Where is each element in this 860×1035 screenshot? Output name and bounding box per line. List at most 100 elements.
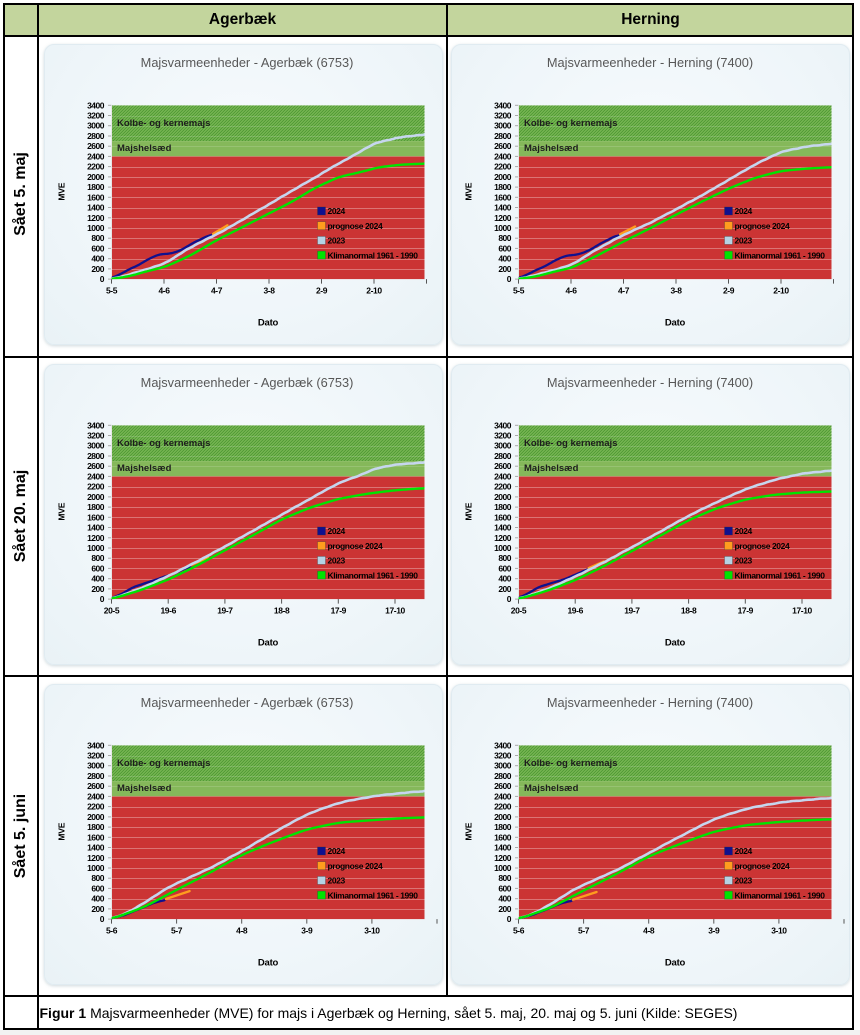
svg-text:2000: 2000 xyxy=(87,172,105,182)
svg-text:3200: 3200 xyxy=(494,111,512,121)
svg-text:1400: 1400 xyxy=(87,203,105,213)
svg-text:2024: 2024 xyxy=(328,846,346,856)
svg-text:1800: 1800 xyxy=(494,822,512,832)
svg-text:Majshelsæd: Majshelsæd xyxy=(524,783,579,794)
svg-text:1000: 1000 xyxy=(87,863,105,873)
svg-text:Klimanormal 1961 - 1990: Klimanormal 1961 - 1990 xyxy=(328,890,419,900)
svg-text:2023: 2023 xyxy=(735,876,753,886)
svg-text:4-8: 4-8 xyxy=(236,926,248,936)
svg-text:1600: 1600 xyxy=(87,832,105,842)
svg-text:2200: 2200 xyxy=(494,162,512,172)
svg-text:prognose 2024: prognose 2024 xyxy=(328,221,383,231)
svg-text:3200: 3200 xyxy=(87,431,105,441)
svg-text:5-5: 5-5 xyxy=(513,286,525,296)
svg-text:Majshelsæd: Majshelsæd xyxy=(117,463,172,474)
svg-text:prognose 2024: prognose 2024 xyxy=(328,541,383,551)
svg-text:prognose 2024: prognose 2024 xyxy=(735,541,790,551)
svg-text:3-9: 3-9 xyxy=(301,926,313,936)
svg-text:1200: 1200 xyxy=(87,853,105,863)
svg-text:2-10: 2-10 xyxy=(366,286,382,296)
svg-text:3200: 3200 xyxy=(87,751,105,761)
svg-text:19-7: 19-7 xyxy=(217,606,233,616)
svg-text:2200: 2200 xyxy=(494,482,512,492)
svg-text:2600: 2600 xyxy=(494,141,512,151)
svg-text:200: 200 xyxy=(498,904,511,914)
svg-text:Kolbe- og kernemajs: Kolbe- og kernemajs xyxy=(524,118,617,129)
svg-text:2000: 2000 xyxy=(494,812,512,822)
svg-text:Kolbe- og kernemajs: Kolbe- og kernemajs xyxy=(117,438,210,449)
svg-text:600: 600 xyxy=(91,243,104,253)
svg-text:Klimanormal 1961 - 1990: Klimanormal 1961 - 1990 xyxy=(735,250,826,260)
svg-text:200: 200 xyxy=(91,584,104,594)
svg-text:800: 800 xyxy=(91,233,104,243)
svg-text:800: 800 xyxy=(91,873,104,883)
svg-text:5-6: 5-6 xyxy=(106,926,118,936)
svg-text:1200: 1200 xyxy=(494,533,512,543)
svg-text:4-7: 4-7 xyxy=(211,286,223,296)
svg-text:Dato: Dato xyxy=(258,958,279,969)
svg-text:0: 0 xyxy=(507,274,512,284)
svg-text:19-7: 19-7 xyxy=(624,606,640,616)
svg-text:400: 400 xyxy=(91,574,104,584)
svg-text:Majsvarmeenheder - Herning (74: Majsvarmeenheder - Herning (7400) xyxy=(547,375,753,390)
svg-text:Majsvarmeenheder - Herning (74: Majsvarmeenheder - Herning (7400) xyxy=(547,695,753,710)
svg-text:18-8: 18-8 xyxy=(681,606,697,616)
svg-text:1400: 1400 xyxy=(494,843,512,853)
svg-text:2200: 2200 xyxy=(494,802,512,812)
svg-text:2400: 2400 xyxy=(494,151,512,161)
svg-text:Klimanormal 1961 - 1990: Klimanormal 1961 - 1990 xyxy=(328,570,419,580)
svg-text:Majshelsæd: Majshelsæd xyxy=(117,783,172,794)
svg-text:MVE: MVE xyxy=(56,822,66,840)
svg-text:2400: 2400 xyxy=(87,471,105,481)
svg-text:2800: 2800 xyxy=(494,771,512,781)
svg-text:2400: 2400 xyxy=(494,471,512,481)
svg-text:19-6: 19-6 xyxy=(567,606,583,616)
svg-text:2200: 2200 xyxy=(87,162,105,172)
svg-text:2800: 2800 xyxy=(494,451,512,461)
svg-text:Kolbe- og kernemajs: Kolbe- og kernemajs xyxy=(117,758,210,769)
svg-text:200: 200 xyxy=(498,264,511,274)
svg-text:MVE: MVE xyxy=(463,182,473,200)
svg-text:1800: 1800 xyxy=(494,502,512,512)
svg-text:2000: 2000 xyxy=(494,172,512,182)
svg-text:18-8: 18-8 xyxy=(274,606,290,616)
svg-text:2-10: 2-10 xyxy=(773,286,789,296)
svg-text:2800: 2800 xyxy=(87,451,105,461)
svg-text:1600: 1600 xyxy=(87,192,105,202)
svg-text:1800: 1800 xyxy=(87,182,105,192)
svg-text:1000: 1000 xyxy=(87,543,105,553)
svg-text:17-9: 17-9 xyxy=(738,606,754,616)
svg-text:1000: 1000 xyxy=(494,223,512,233)
svg-text:prognose 2024: prognose 2024 xyxy=(735,221,790,231)
svg-text:Klimanormal 1961 - 1990: Klimanormal 1961 - 1990 xyxy=(735,890,826,900)
svg-text:3000: 3000 xyxy=(494,441,512,451)
svg-text:3-9: 3-9 xyxy=(708,926,720,936)
svg-text:prognose 2024: prognose 2024 xyxy=(735,861,790,871)
svg-text:Kolbe- og kernemajs: Kolbe- og kernemajs xyxy=(117,118,210,129)
svg-text:prognose 2024: prognose 2024 xyxy=(328,861,383,871)
svg-text:5-6: 5-6 xyxy=(513,926,525,936)
svg-text:1400: 1400 xyxy=(494,203,512,213)
svg-text:Dato: Dato xyxy=(665,958,686,969)
svg-text:2024: 2024 xyxy=(735,206,753,216)
svg-text:2800: 2800 xyxy=(494,131,512,141)
svg-text:2-9: 2-9 xyxy=(316,286,328,296)
svg-text:MVE: MVE xyxy=(56,182,66,200)
svg-text:Dato: Dato xyxy=(665,638,686,649)
svg-text:20-5: 20-5 xyxy=(104,606,120,616)
svg-text:2600: 2600 xyxy=(87,781,105,791)
svg-text:3400: 3400 xyxy=(87,420,105,430)
svg-text:0: 0 xyxy=(507,594,512,604)
svg-text:5-7: 5-7 xyxy=(578,926,590,936)
svg-text:1800: 1800 xyxy=(494,182,512,192)
svg-text:800: 800 xyxy=(498,553,511,563)
svg-text:MVE: MVE xyxy=(56,502,66,520)
svg-text:3000: 3000 xyxy=(87,761,105,771)
svg-text:4-7: 4-7 xyxy=(618,286,630,296)
svg-text:Kolbe- og kernemajs: Kolbe- og kernemajs xyxy=(524,438,617,449)
svg-text:1400: 1400 xyxy=(87,523,105,533)
svg-text:MVE: MVE xyxy=(463,502,473,520)
svg-text:20-5: 20-5 xyxy=(511,606,527,616)
svg-text:Majsvarmeenheder - Agerbæk (67: Majsvarmeenheder - Agerbæk (6753) xyxy=(141,695,354,710)
svg-text:800: 800 xyxy=(498,233,511,243)
